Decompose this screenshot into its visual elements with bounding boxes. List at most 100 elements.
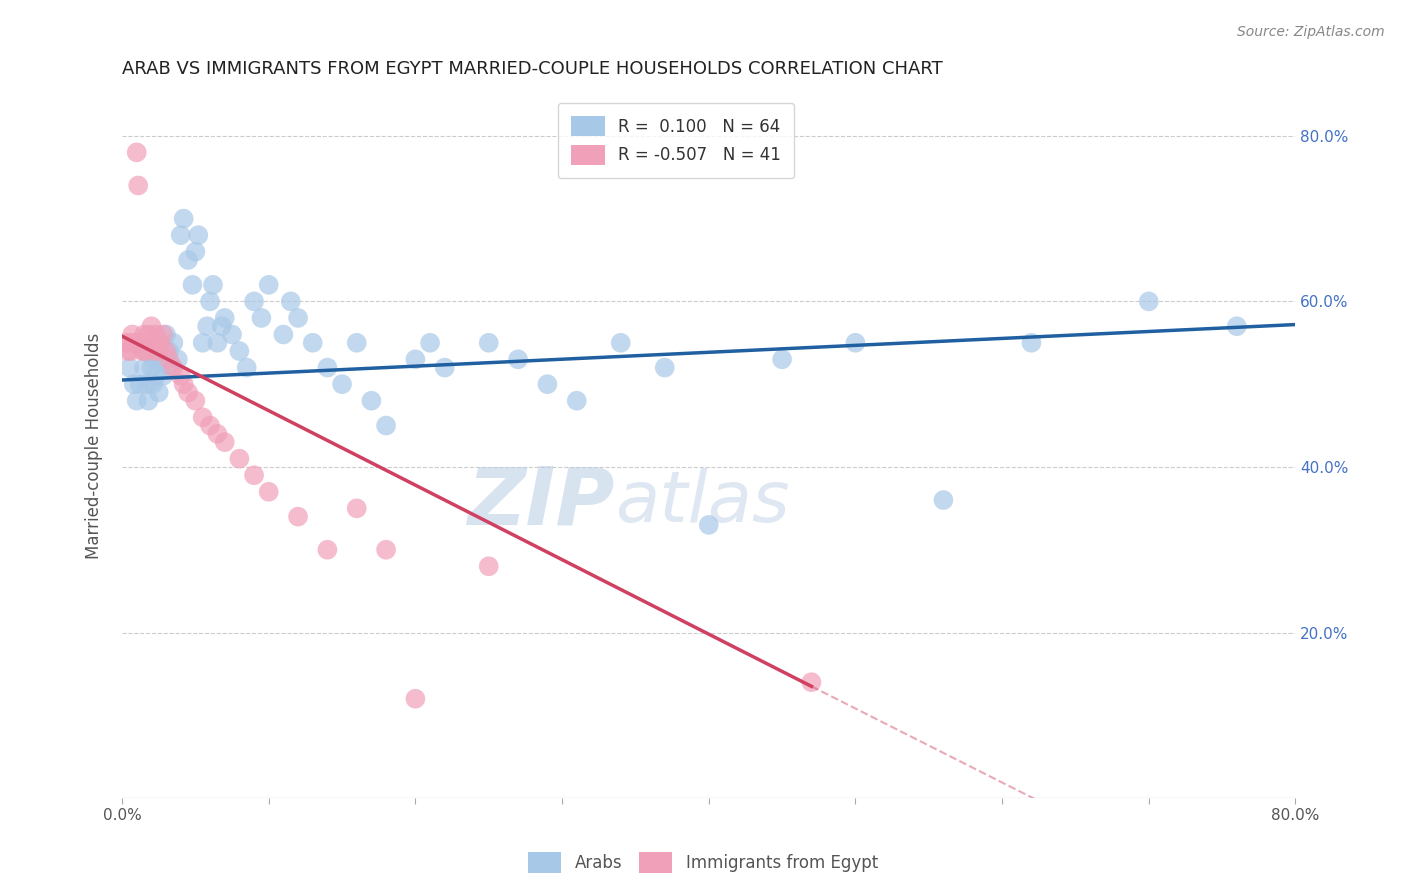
Point xyxy=(143,344,166,359)
Point xyxy=(301,335,323,350)
Point xyxy=(132,360,155,375)
Point xyxy=(157,352,180,367)
Point xyxy=(125,393,148,408)
Point xyxy=(770,352,793,367)
Point xyxy=(134,344,156,359)
Point xyxy=(404,691,426,706)
Point xyxy=(207,335,229,350)
Point xyxy=(198,418,221,433)
Point xyxy=(195,319,218,334)
Point xyxy=(173,211,195,226)
Point xyxy=(419,335,441,350)
Point xyxy=(257,484,280,499)
Y-axis label: Married-couple Households: Married-couple Households xyxy=(86,333,103,559)
Point xyxy=(1137,294,1160,309)
Point xyxy=(141,360,163,375)
Point xyxy=(330,377,353,392)
Point xyxy=(346,501,368,516)
Point xyxy=(141,319,163,334)
Point xyxy=(201,277,224,292)
Point xyxy=(214,435,236,450)
Point xyxy=(243,294,266,309)
Point xyxy=(149,335,172,350)
Point xyxy=(177,385,200,400)
Point xyxy=(198,294,221,309)
Point xyxy=(155,344,177,359)
Point xyxy=(187,228,209,243)
Point xyxy=(121,327,143,342)
Point xyxy=(250,310,273,325)
Point xyxy=(191,335,214,350)
Point xyxy=(152,368,174,383)
Point xyxy=(184,244,207,259)
Point xyxy=(346,335,368,350)
Point xyxy=(170,368,193,383)
Legend: Arabs, Immigrants from Egypt: Arabs, Immigrants from Egypt xyxy=(522,846,884,880)
Text: ZIP: ZIP xyxy=(468,464,614,541)
Point xyxy=(609,335,631,350)
Point xyxy=(228,344,250,359)
Point xyxy=(287,310,309,325)
Point xyxy=(404,352,426,367)
Point xyxy=(1021,335,1043,350)
Point xyxy=(136,377,159,392)
Point xyxy=(132,327,155,342)
Point xyxy=(506,352,529,367)
Point xyxy=(844,335,866,350)
Point xyxy=(316,542,339,557)
Point xyxy=(280,294,302,309)
Point xyxy=(1226,319,1249,334)
Point xyxy=(316,360,339,375)
Point xyxy=(115,335,138,350)
Point xyxy=(478,559,501,574)
Point xyxy=(145,368,167,383)
Point xyxy=(128,335,150,350)
Point xyxy=(654,360,676,375)
Point xyxy=(800,675,823,690)
Point xyxy=(207,426,229,441)
Point xyxy=(184,393,207,408)
Point xyxy=(117,344,139,359)
Point xyxy=(257,277,280,292)
Point xyxy=(433,360,456,375)
Point xyxy=(235,360,257,375)
Point xyxy=(191,410,214,425)
Point xyxy=(162,360,184,375)
Point xyxy=(273,327,295,342)
Point xyxy=(142,377,165,392)
Point xyxy=(152,327,174,342)
Point xyxy=(122,377,145,392)
Point xyxy=(243,468,266,483)
Point xyxy=(134,344,156,359)
Text: atlas: atlas xyxy=(614,468,790,537)
Point xyxy=(536,377,558,392)
Point xyxy=(211,319,233,334)
Point xyxy=(157,344,180,359)
Point xyxy=(131,344,153,359)
Point xyxy=(120,344,142,359)
Point xyxy=(697,517,720,532)
Point xyxy=(118,335,141,350)
Point xyxy=(127,178,149,193)
Point xyxy=(125,145,148,160)
Point xyxy=(173,377,195,392)
Point xyxy=(170,228,193,243)
Point xyxy=(138,393,160,408)
Point xyxy=(221,327,243,342)
Point xyxy=(155,327,177,342)
Point xyxy=(122,335,145,350)
Point xyxy=(118,360,141,375)
Point xyxy=(148,344,170,359)
Point xyxy=(166,352,188,367)
Point xyxy=(181,277,204,292)
Point xyxy=(138,327,160,342)
Point xyxy=(375,418,398,433)
Text: ARAB VS IMMIGRANTS FROM EGYPT MARRIED-COUPLE HOUSEHOLDS CORRELATION CHART: ARAB VS IMMIGRANTS FROM EGYPT MARRIED-CO… xyxy=(122,60,943,78)
Point xyxy=(375,542,398,557)
Point xyxy=(177,252,200,267)
Point xyxy=(143,352,166,367)
Point xyxy=(162,335,184,350)
Point xyxy=(159,360,181,375)
Point xyxy=(478,335,501,350)
Point xyxy=(228,451,250,466)
